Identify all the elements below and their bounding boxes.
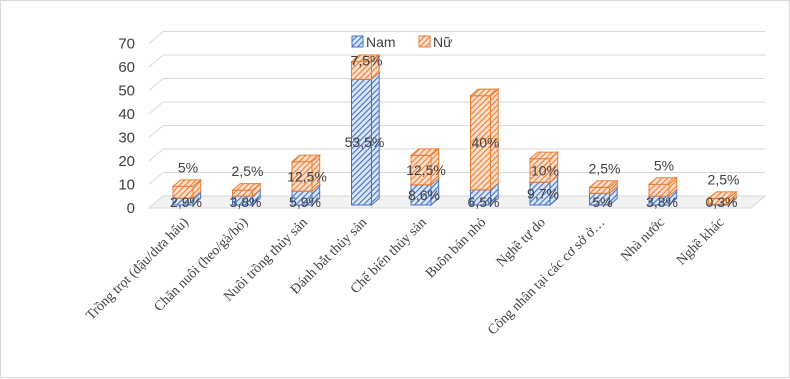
legend: Nam Nữ [351,34,452,50]
bar-nu [528,151,560,184]
bar-nu [231,182,262,198]
data-label-nu: 12,5% [287,168,327,184]
data-label-nu: 5% [178,159,198,175]
legend-label-nu: Nữ [433,34,452,50]
category-label: Trồng trọt (đậu/dưa hấu) [84,215,193,324]
gridline [148,54,765,68]
gridline [148,125,765,138]
category-label: Nhà nước [618,215,668,265]
bar-nu [469,88,500,191]
data-label-nam: 5% [592,194,612,210]
data-label-nu: 7,5% [351,53,383,69]
category-label: Nghề tự do [494,215,549,270]
data-label-nam: 0,3% [706,194,738,210]
y-tick-label: 30 [118,130,135,147]
data-label-nu: 12,5% [406,162,446,178]
x-axis-category-labels: Trồng trọt (đậu/dưa hấu)Chăn nuôi (heo/g… [84,215,728,338]
bar-nu-top [409,148,441,156]
y-tick-label: 10 [118,177,135,194]
bar-nu-top [528,151,560,160]
data-label-nam: 5,9% [289,194,321,210]
gridline [148,78,765,91]
data-labels: 2,9% 5% 3,8% 2,5% 5,9% 12,5% 53,5% 7,5% 8,6% 12,5… [170,53,739,210]
bars [171,53,738,207]
bar-nu-top [171,179,203,187]
bar-nu-top [231,183,262,191]
data-label-nam: 6,5% [468,194,500,210]
bar-nu-front [589,186,610,194]
bar-nu [350,53,381,81]
data-label-nam: 2,9% [170,194,202,210]
data-label-nu: 2,5% [589,160,621,176]
y-tick-label: 0 [127,200,135,217]
category-label: Buôn bán nhỏ [423,215,489,281]
gridline [148,172,765,185]
y-tick-label: 70 [118,36,135,53]
gridline [148,101,765,115]
bar-nu [588,179,619,195]
bar-nu-top [350,54,381,63]
data-label-nam: 8,6% [408,187,440,203]
data-label-nam: 9,7% [527,186,559,202]
data-label-nu: 2,5% [232,163,264,179]
bar-nu [647,176,679,198]
legend-swatch-nam [351,35,364,48]
y-tick-label: 20 [118,153,135,170]
bar-nu [707,190,738,206]
data-label-nu: 10% [531,162,559,178]
bar-nu [290,154,322,193]
y-axis-ticks: 0 10 20 30 40 50 60 70 [118,36,135,218]
data-label-nu: 5% [654,157,674,173]
data-label-nu: 40% [471,135,499,151]
data-label-nam: 3,8% [646,194,678,210]
category-label: Công nhân tại các cơ sở ở… [485,215,608,338]
bar-nu-top [290,154,322,163]
category-label: Nghề khác [674,215,727,268]
y-tick-label: 50 [118,83,135,100]
legend-label-nam: Nam [366,34,396,50]
y-tick-label: 60 [118,59,135,76]
bar-nu-top [469,88,500,97]
bar-nu-top [707,191,738,199]
legend-swatch-nu [418,35,431,48]
data-label-nam: 53,5% [345,134,385,150]
gridline [148,31,765,44]
bar-nu [171,178,203,200]
data-label-nam: 3,8% [230,194,262,210]
data-label-nu: 2,5% [708,171,740,187]
bar-nu [409,147,441,186]
bar-nu-top [647,177,679,185]
bar-nu-top [588,180,619,188]
gridline [148,148,765,162]
y-tick-label: 40 [118,106,135,123]
